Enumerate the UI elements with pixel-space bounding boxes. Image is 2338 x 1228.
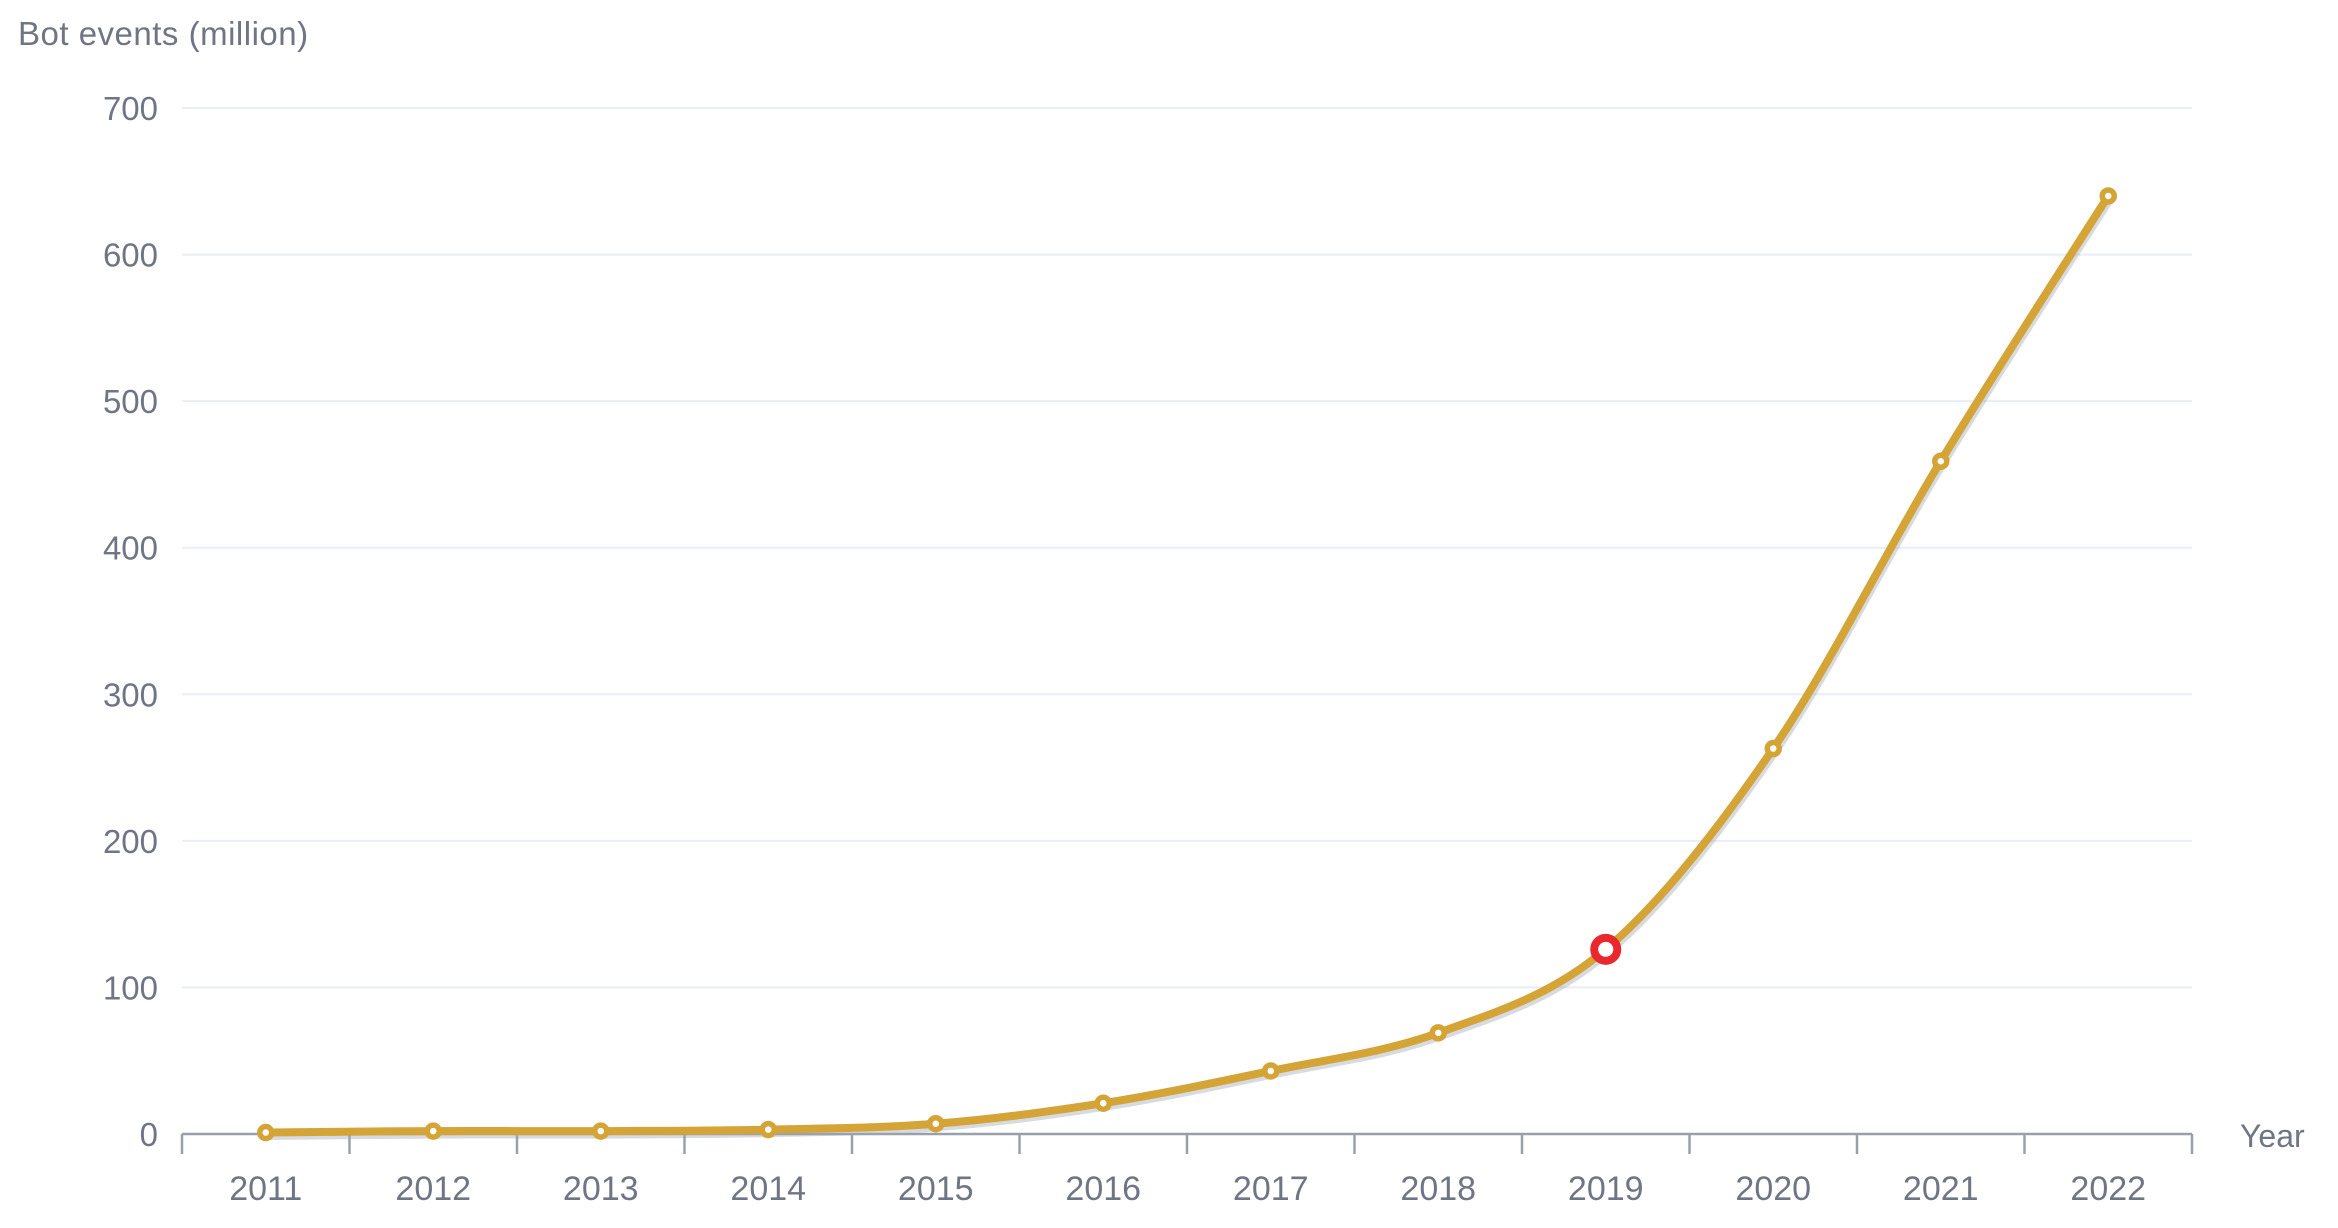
data-point-marker [1262,1062,1280,1080]
x-axis-label: Year [2240,1118,2305,1154]
x-tick-label: 2011 [229,1170,302,1208]
x-tick-label: 2016 [1065,1170,1141,1208]
x-tick-label: 2017 [1233,1170,1309,1208]
x-tick-label: 2020 [1735,1170,1811,1208]
y-tick-label: 300 [103,676,158,713]
y-tick-label: 100 [103,969,158,1006]
y-tick-label: 700 [103,90,158,127]
data-point-marker [1764,739,1782,758]
data-point-marker [2099,187,2117,205]
x-tick-label: 2014 [730,1170,806,1208]
data-point-marker [927,1114,945,1133]
x-tick-label: 2015 [898,1170,974,1208]
data-point-marker [1094,1094,1112,1112]
data-point-marker [759,1120,777,1139]
x-tick-label: 2021 [1903,1170,1979,1208]
y-tick-label: 600 [103,237,158,274]
series-line-shadow [264,196,2114,1141]
x-tick-label: 2012 [395,1170,471,1208]
data-point-marker [592,1122,610,1140]
y-tick-label: 400 [103,530,158,567]
x-tick-label: 2018 [1400,1170,1476,1208]
x-tick-label: 2019 [1568,1170,1644,1208]
data-point-marker [1429,1024,1447,1042]
data-point-marker [1932,452,1950,470]
data-point-marker [424,1122,442,1140]
y-tick-label: 0 [140,1116,158,1153]
data-point-marker [257,1123,275,1142]
chart-title: Bot events (million) [18,15,309,52]
y-tick-label: 200 [103,823,158,860]
x-tick-label: 2022 [2070,1170,2146,1208]
x-tick-label: 2013 [563,1170,639,1208]
y-tick-label: 500 [103,383,158,420]
highlight-marker [1590,933,1622,965]
